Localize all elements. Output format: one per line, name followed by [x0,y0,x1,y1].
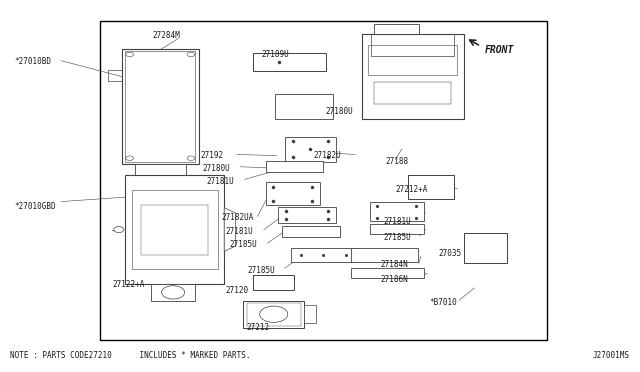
Bar [464,234,507,263]
Text: 27185U: 27185U [384,232,412,242]
Text: 27192: 27192 [200,151,223,160]
Text: J27001MS: J27001MS [593,351,630,360]
Bar [304,305,316,323]
Text: 27284M: 27284M [153,31,180,41]
Circle shape [114,227,124,232]
Bar [275,94,333,119]
Circle shape [126,52,134,57]
Bar [408,175,454,199]
Circle shape [187,156,195,160]
Bar [282,226,340,237]
Bar [374,24,419,34]
Text: 27182UA: 27182UA [221,213,254,222]
Bar [141,205,208,254]
Bar [125,175,224,284]
Bar [135,164,186,179]
Text: 27182U: 27182U [314,151,341,160]
Bar [125,51,195,162]
Text: 27185U: 27185U [247,266,275,275]
Text: FRONT: FRONT [484,45,514,55]
Bar [122,49,198,164]
Text: 27184N: 27184N [381,260,408,269]
Bar [351,248,418,262]
Text: 27120: 27120 [225,286,248,295]
Text: 27188: 27188 [385,157,408,166]
Text: 27189U: 27189U [261,50,289,59]
Text: 27181U: 27181U [225,227,253,236]
Text: 27180U: 27180U [202,164,230,173]
Text: 27181U: 27181U [384,217,412,226]
Bar [371,34,454,56]
Bar [100,21,547,340]
Bar [362,34,464,119]
Text: 27212: 27212 [246,323,269,332]
Bar [351,267,424,278]
Text: 27212+A: 27212+A [396,185,428,194]
Text: *B7010: *B7010 [430,298,458,307]
Polygon shape [224,208,236,251]
Text: 27122+A: 27122+A [113,280,145,289]
Text: *27010BD: *27010BD [15,57,52,66]
Bar [151,284,195,301]
Circle shape [162,286,184,299]
Bar [370,224,424,234]
Circle shape [126,156,134,160]
Bar [266,161,323,172]
Bar [253,52,326,71]
Circle shape [260,306,288,323]
Text: 27181U: 27181U [206,177,234,186]
Text: *27010GBD: *27010GBD [15,202,56,211]
Bar [243,301,304,328]
Bar [266,182,320,205]
Text: 27186N: 27186N [381,275,408,284]
Bar [285,137,336,162]
Bar [368,45,458,75]
Bar [370,202,424,221]
Circle shape [187,52,195,57]
Bar [278,208,336,223]
Text: NOTE : PARTS CODE27210      INCLUDES * MARKED PARTS.: NOTE : PARTS CODE27210 INCLUDES * MARKED… [10,351,251,360]
Polygon shape [108,70,122,81]
Bar [374,82,451,105]
Bar [246,303,301,326]
Text: 27185U: 27185U [229,240,257,249]
Text: 27035: 27035 [438,249,461,258]
Bar [253,275,294,290]
Bar [291,247,355,262]
Bar [132,190,218,269]
Text: 27180U: 27180U [325,108,353,116]
